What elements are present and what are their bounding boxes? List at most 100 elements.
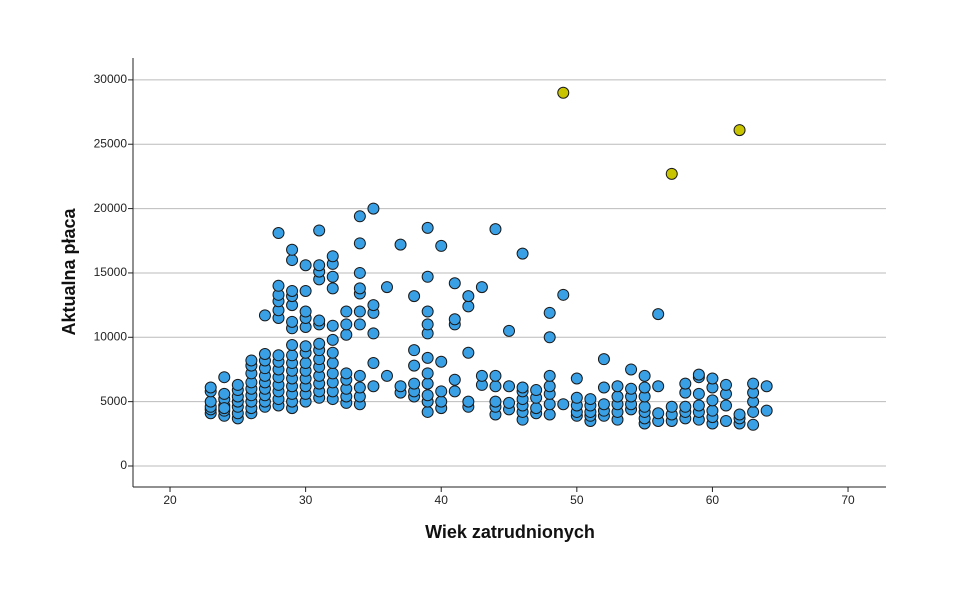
point xyxy=(462,300,475,313)
point xyxy=(340,305,353,318)
point xyxy=(733,124,746,137)
point xyxy=(313,337,326,350)
point xyxy=(652,407,665,420)
point xyxy=(462,290,475,303)
point xyxy=(353,266,366,279)
point xyxy=(245,354,258,367)
point xyxy=(489,369,502,382)
y-tick-label: 25000 xyxy=(94,136,128,150)
point xyxy=(204,381,217,394)
point xyxy=(747,405,760,418)
point xyxy=(692,387,705,400)
point xyxy=(353,318,366,331)
point xyxy=(543,380,556,393)
point xyxy=(353,282,366,295)
point xyxy=(516,247,529,260)
point xyxy=(435,395,448,408)
point xyxy=(204,395,217,408)
point xyxy=(448,313,461,326)
point xyxy=(353,381,366,394)
point xyxy=(435,355,448,368)
point xyxy=(503,396,516,409)
point xyxy=(340,367,353,380)
point xyxy=(503,324,516,337)
point xyxy=(719,399,732,412)
point xyxy=(543,398,556,411)
point xyxy=(353,210,366,223)
point xyxy=(326,367,339,380)
y-tick-label: 15000 xyxy=(94,265,128,279)
point xyxy=(272,279,285,292)
point xyxy=(435,385,448,398)
point xyxy=(299,259,312,272)
point xyxy=(543,331,556,344)
point xyxy=(760,380,773,393)
y-tick-label: 10000 xyxy=(94,329,128,343)
point xyxy=(448,277,461,290)
point xyxy=(652,380,665,393)
point xyxy=(597,353,610,366)
point xyxy=(557,86,570,99)
point xyxy=(625,363,638,376)
point xyxy=(326,270,339,283)
point xyxy=(408,290,421,303)
x-tick-label: 40 xyxy=(435,493,449,507)
point xyxy=(299,340,312,353)
point xyxy=(421,377,434,390)
point xyxy=(231,378,244,391)
point xyxy=(286,349,299,362)
point xyxy=(719,414,732,427)
point xyxy=(652,308,665,321)
point xyxy=(394,380,407,393)
point xyxy=(489,223,502,236)
point xyxy=(421,270,434,283)
point xyxy=(340,328,353,341)
point xyxy=(584,393,597,406)
x-tick-label: 30 xyxy=(299,493,313,507)
point xyxy=(665,400,678,413)
point xyxy=(760,404,773,417)
point xyxy=(462,346,475,359)
point xyxy=(218,402,231,415)
point xyxy=(299,284,312,297)
point xyxy=(286,284,299,297)
point xyxy=(326,333,339,346)
point xyxy=(394,238,407,251)
point xyxy=(475,281,488,294)
point xyxy=(679,377,692,390)
point xyxy=(272,227,285,240)
point xyxy=(747,377,760,390)
point xyxy=(408,344,421,357)
point xyxy=(706,404,719,417)
point xyxy=(421,221,434,234)
point xyxy=(570,391,583,404)
point xyxy=(286,339,299,352)
point xyxy=(503,380,516,393)
point xyxy=(570,372,583,385)
point xyxy=(597,398,610,411)
point xyxy=(747,418,760,431)
point xyxy=(733,408,746,421)
point xyxy=(353,237,366,250)
y-tick-label: 5000 xyxy=(100,394,127,408)
point xyxy=(353,305,366,318)
point xyxy=(516,381,529,394)
point xyxy=(435,239,448,252)
point xyxy=(313,314,326,327)
point xyxy=(218,371,231,384)
point xyxy=(326,319,339,332)
point xyxy=(530,402,543,415)
point xyxy=(692,399,705,412)
point xyxy=(421,351,434,364)
point xyxy=(543,369,556,382)
point xyxy=(543,306,556,319)
point xyxy=(380,281,393,294)
point xyxy=(367,299,380,312)
point xyxy=(638,400,651,413)
point xyxy=(679,400,692,413)
point xyxy=(489,380,502,393)
point xyxy=(489,395,502,408)
point xyxy=(299,305,312,318)
point xyxy=(326,282,339,295)
